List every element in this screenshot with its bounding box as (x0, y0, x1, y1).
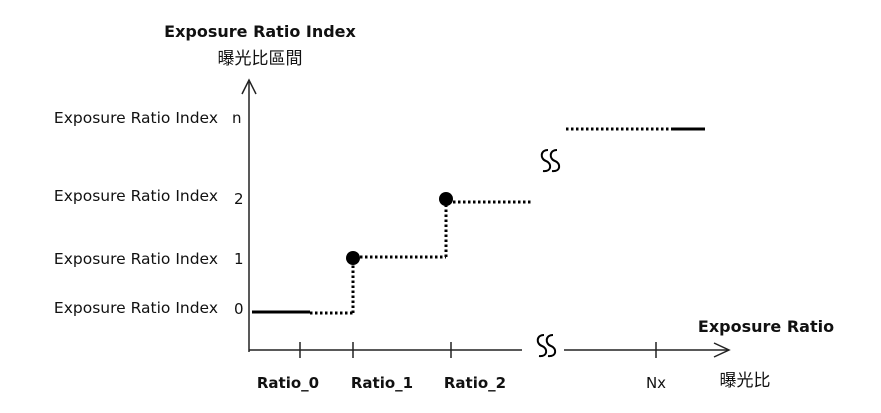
y-tick-label-2: 2 (234, 190, 244, 208)
x-axis-title: Exposure Ratio (698, 317, 834, 336)
left-label-0: Exposure Ratio Index (54, 299, 218, 317)
step-point-2 (439, 192, 453, 206)
x-tick-label-nx: Nx (646, 374, 666, 392)
break-symbol-axis (536, 334, 557, 358)
left-label-1: Exposure Ratio Index (54, 250, 218, 268)
y-tick-label-n: n (232, 109, 242, 127)
x-tick-label-ratio2: Ratio_2 (444, 374, 506, 392)
y-axis-title: Exposure Ratio Index (164, 22, 356, 41)
x-axis-arrow (713, 342, 731, 358)
x-axis-subtitle: 曝光比 (720, 371, 771, 391)
break-symbol-curve (540, 149, 561, 173)
y-axis-subtitle: 曝光比區間 (218, 49, 303, 69)
left-label-n: Exposure Ratio Index (54, 109, 218, 127)
y-tick-label-0: 0 (234, 300, 244, 318)
x-tick-label-ratio0: Ratio_0 (257, 374, 319, 392)
y-axis-arrow (241, 78, 257, 95)
y-tick-label-1: 1 (234, 250, 244, 268)
x-tick-label-ratio1: Ratio_1 (351, 374, 413, 392)
step-point-1 (346, 251, 360, 265)
left-label-2: Exposure Ratio Index (54, 187, 218, 205)
